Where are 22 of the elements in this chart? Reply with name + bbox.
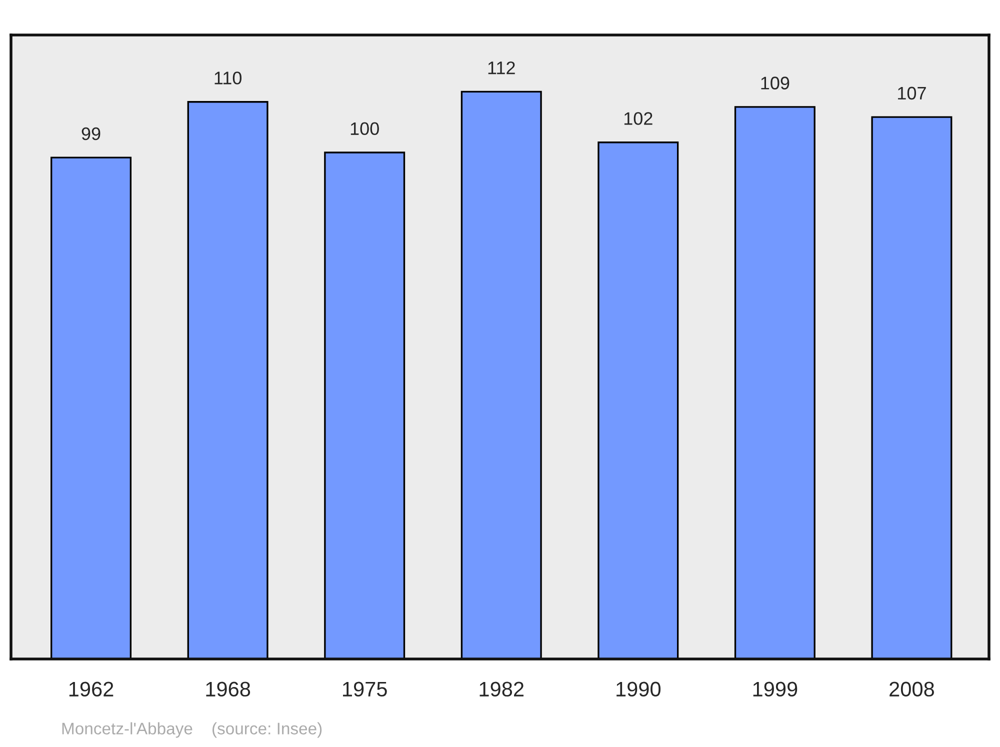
x-tick-label: 1975 [343, 682, 387, 697]
x-tick-label: 1962 [69, 682, 114, 697]
bar [871, 116, 952, 659]
bar [598, 142, 679, 659]
data-label: 112 [488, 61, 515, 74]
bar [734, 106, 816, 659]
text: Moncetz-l'Abbaye (source: Insee) [62, 722, 322, 738]
data-label: 107 [898, 86, 926, 100]
bar [324, 152, 406, 659]
x-tick-label: 2008 [890, 682, 934, 697]
data-label: 102 [624, 112, 652, 125]
data-label: 109 [761, 76, 790, 90]
data-label: 100 [350, 122, 379, 136]
data-label: 99 [82, 127, 100, 140]
bar [50, 156, 132, 659]
x-tick-label: 1968 [206, 682, 250, 697]
data-label: 110 [214, 72, 242, 84]
x-tick-label: 1982 [480, 682, 524, 697]
bar [187, 101, 268, 659]
x-tick-label: 1999 [753, 682, 798, 697]
bar [460, 90, 542, 659]
x-tick-label: 1990 [616, 682, 661, 697]
